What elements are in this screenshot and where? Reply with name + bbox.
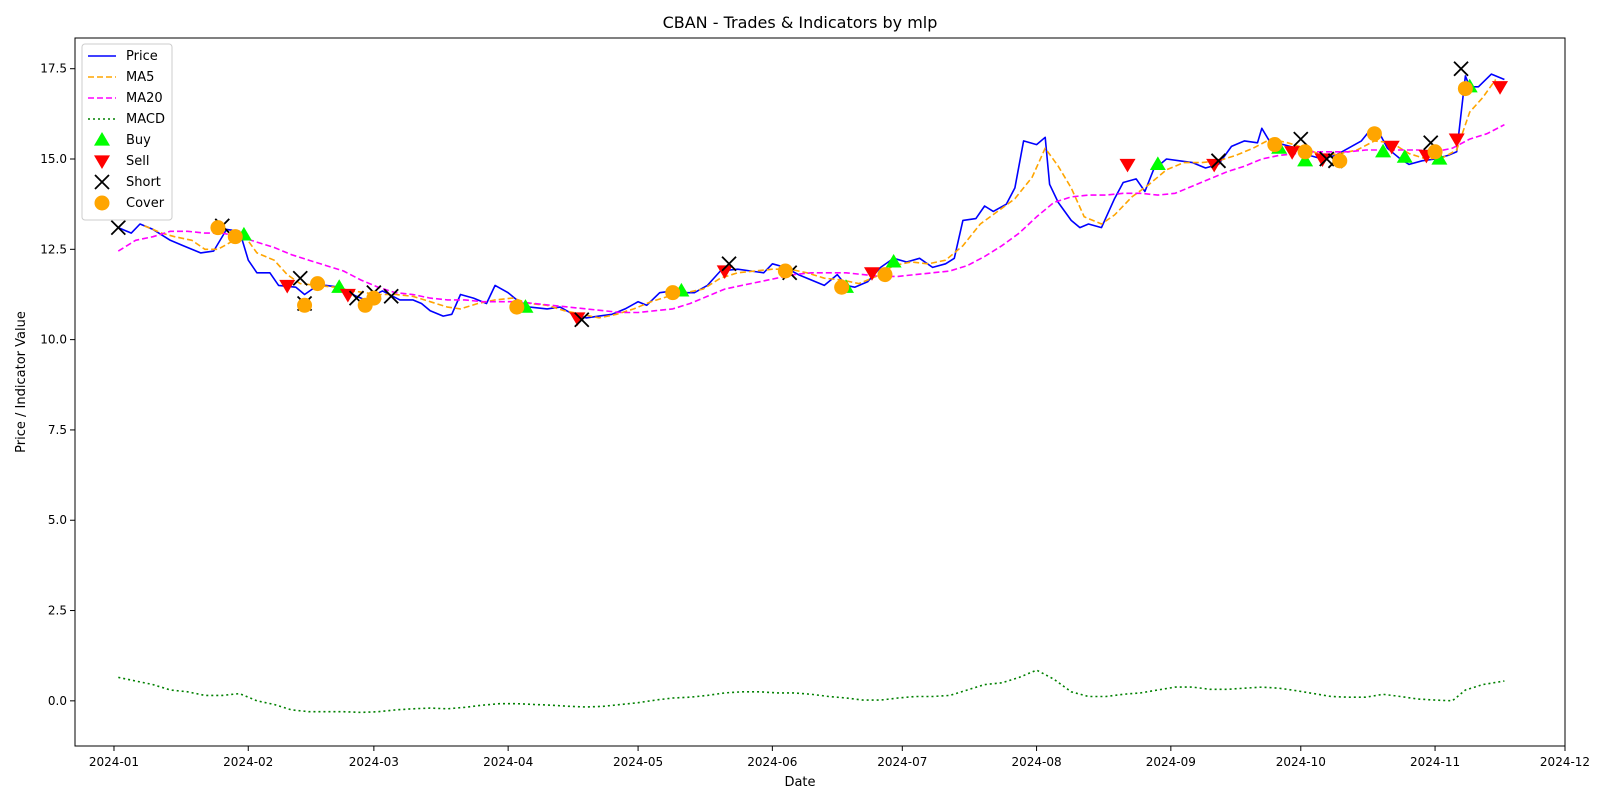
marker-cover — [777, 263, 793, 279]
legend-swatch — [94, 155, 110, 169]
marker-cover — [834, 279, 850, 295]
x-tick-label: 2024-10 — [1276, 755, 1326, 769]
legend-swatch — [94, 174, 110, 190]
marker-buy — [1396, 149, 1413, 163]
legend-label: Short — [126, 175, 161, 190]
legend-item: Price — [88, 49, 158, 64]
legend-item: MACD — [88, 112, 165, 127]
marker-sell — [1383, 140, 1400, 155]
y-tick-label: 17.5 — [40, 62, 67, 76]
legend-item: Short — [94, 174, 161, 190]
marker-sell — [1314, 153, 1331, 168]
legend-swatch — [94, 132, 110, 146]
legend-label: Price — [126, 49, 158, 64]
legend-item: MA5 — [88, 70, 154, 85]
x-tick-label: 2024-01 — [89, 755, 139, 769]
x-tick-label: 2024-12 — [1540, 755, 1590, 769]
legend-label: Sell — [126, 154, 149, 169]
marker-sell — [1492, 81, 1509, 95]
marker-cover — [1297, 144, 1313, 160]
x-tick-label: 2024-06 — [747, 755, 797, 769]
y-tick-label: 0.0 — [48, 694, 67, 708]
y-tick-label: 2.5 — [48, 604, 67, 618]
marker-cover — [1366, 126, 1382, 142]
marker-sell — [863, 267, 880, 281]
marker-short — [292, 270, 308, 286]
x-tick-label: 2024-07 — [877, 755, 927, 769]
y-tick-label: 15.0 — [40, 152, 67, 166]
legend-item: MA20 — [88, 91, 163, 106]
y-axis-label: Price / Indicator Value — [14, 311, 29, 453]
marker-sell — [1284, 146, 1301, 160]
marker-cover — [366, 290, 382, 306]
y-tick-label: 10.0 — [40, 333, 67, 347]
series-line-ma20 — [117, 123, 1505, 314]
marker-short — [383, 288, 399, 304]
legend-label: MACD — [126, 112, 165, 127]
x-tick-label: 2024-03 — [349, 755, 399, 769]
marker-sell — [569, 312, 586, 326]
y-axis-ticks: 0.0 2.5 5.0 7.5 10.0 12.5 15.0 17.5 — [40, 62, 75, 708]
y-tick-label: 12.5 — [40, 242, 67, 256]
marker-layer — [110, 61, 1509, 328]
y-tick-label: 5.0 — [48, 513, 67, 527]
legend-label: Cover — [126, 196, 165, 211]
marker-buy — [1297, 152, 1314, 167]
marker-cover — [210, 220, 226, 236]
marker-buy — [1375, 143, 1392, 158]
marker-sell — [1119, 158, 1136, 173]
marker-cover — [509, 299, 525, 315]
x-tick-label: 2024-04 — [483, 755, 533, 769]
legend-label: MA5 — [126, 70, 154, 85]
marker-cover — [1427, 144, 1443, 160]
chart-title: CBAN - Trades & Indicators by mlp — [663, 13, 938, 32]
marker-buy — [885, 253, 902, 268]
legend-swatch — [94, 195, 110, 211]
x-axis-label: Date — [784, 775, 815, 790]
marker-buy — [1149, 156, 1166, 171]
legend-label: Buy — [126, 133, 151, 148]
marker-cover — [310, 276, 326, 292]
plot-frame — [74, 37, 1566, 747]
marker-short — [1453, 61, 1469, 77]
marker-cover — [227, 229, 243, 245]
legend-item: Cover — [94, 195, 165, 211]
marker-cover — [297, 297, 313, 313]
legend-item: Sell — [94, 154, 149, 169]
marker-sell — [279, 279, 296, 294]
series-line-macd — [118, 669, 1505, 714]
marker-cover — [1332, 153, 1348, 169]
marker-short — [110, 220, 126, 236]
marker-sell — [716, 265, 733, 279]
legend-box — [81, 43, 173, 221]
marker-short — [574, 312, 590, 328]
marker-cover — [665, 285, 681, 301]
x-tick-label: 2024-09 — [1146, 755, 1196, 769]
marker-cover — [1267, 137, 1283, 153]
marker-short — [1210, 153, 1227, 169]
marker-short — [1293, 131, 1309, 147]
marker-cover — [1457, 81, 1473, 97]
x-axis-ticks: 2024-01 2024-02 2024-03 2024-04 2024-05 2024-… — [89, 746, 1590, 769]
marker-short — [721, 256, 737, 272]
legend-label: MA20 — [126, 91, 163, 106]
x-tick-label: 2024-02 — [223, 755, 273, 769]
y-tick-label: 7.5 — [48, 423, 67, 437]
x-tick-label: 2024-08 — [1011, 755, 1061, 769]
marker-sell — [1448, 133, 1465, 148]
legend-item: Buy — [94, 132, 151, 148]
marker-cover — [877, 267, 893, 283]
x-tick-label: 2024-11 — [1410, 755, 1460, 769]
legend: Price MA5 MA20 MACD Buy Sell Short Cover — [81, 43, 173, 221]
x-tick-label: 2024-05 — [613, 755, 663, 769]
